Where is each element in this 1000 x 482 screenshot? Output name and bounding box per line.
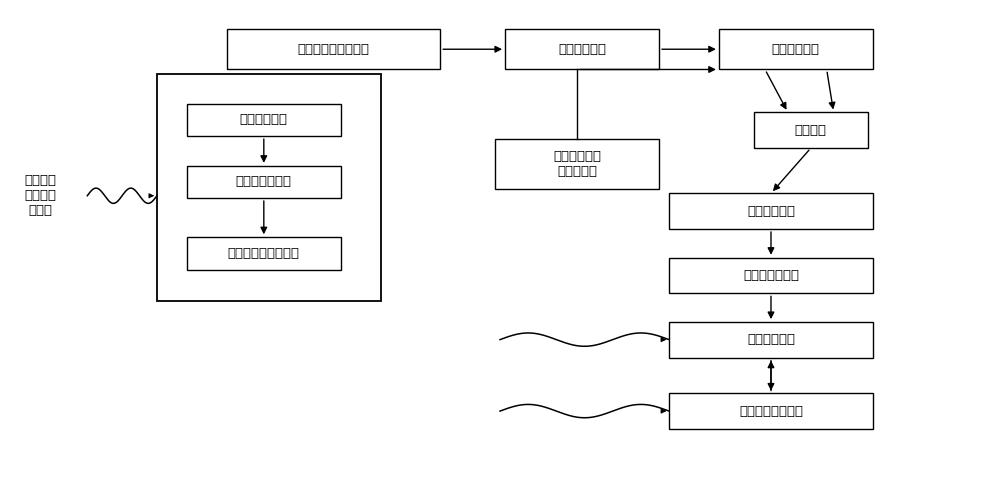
Bar <box>754 112 868 148</box>
Text: 对比判断模块: 对比判断模块 <box>772 43 820 56</box>
Text: 净化剂调配模块: 净化剂调配模块 <box>743 269 799 282</box>
Text: 外界环境污染
物分析模块: 外界环境污染 物分析模块 <box>553 149 601 177</box>
Bar <box>157 74 381 301</box>
Bar <box>187 166 341 198</box>
Text: 数据接收模块: 数据接收模块 <box>558 43 606 56</box>
Text: 校正模块: 校正模块 <box>795 124 827 137</box>
Text: 身份认证单元: 身份认证单元 <box>240 113 288 126</box>
Bar <box>227 29 440 69</box>
Text: 数据存储模块: 数据存储模块 <box>747 205 795 218</box>
Bar <box>187 104 341 136</box>
Text: 废水暂存回流模块: 废水暂存回流模块 <box>739 405 803 418</box>
Bar <box>669 258 873 294</box>
Bar <box>669 393 873 429</box>
Text: 污染源成
分实测分
析模块: 污染源成 分实测分 析模块 <box>25 174 57 217</box>
Text: 污染源成分预估模块: 污染源成分预估模块 <box>297 43 369 56</box>
Bar <box>669 322 873 358</box>
Bar <box>719 29 873 69</box>
Bar <box>495 138 659 188</box>
Text: 污染源分析单元: 污染源分析单元 <box>236 175 292 188</box>
Bar <box>669 193 873 229</box>
Bar <box>505 29 659 69</box>
Text: 污染源数据生成单元: 污染源数据生成单元 <box>228 247 300 260</box>
Text: 排放管道模块: 排放管道模块 <box>747 334 795 347</box>
Bar <box>187 237 341 269</box>
